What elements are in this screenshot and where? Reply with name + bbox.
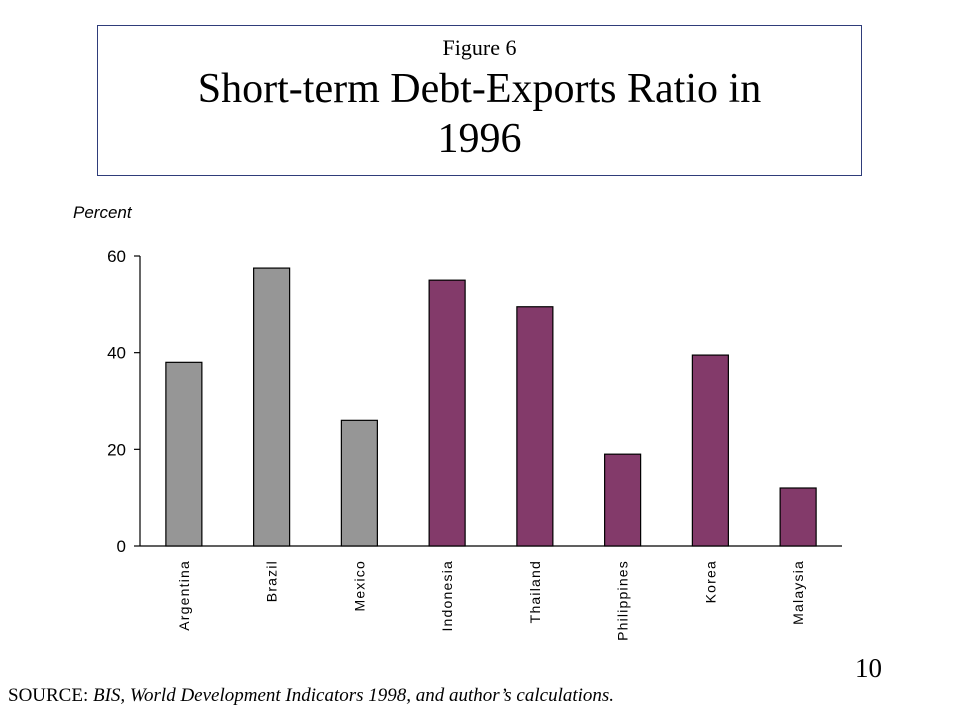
x-tick-label: Korea (702, 560, 718, 603)
y-tick-label: 60 (107, 247, 126, 266)
y-tick-label: 20 (107, 440, 126, 459)
chart-title-line-2: 1996 (437, 116, 522, 162)
x-tick-label: Brazil (264, 560, 280, 602)
x-tick-label: Philippines (615, 560, 631, 641)
x-tick-label: Argentina (176, 560, 192, 631)
chart-title-line-1: Short-term Debt-Exports Ratio in (197, 66, 762, 112)
x-tick-label: Thailand (527, 560, 543, 623)
source-prefix: SOURCE: (8, 685, 93, 706)
bar (779, 487, 817, 547)
bar (165, 361, 203, 547)
x-tick-label: Mexico (351, 560, 367, 612)
y-tick-label: 0 (117, 537, 126, 556)
x-tick-label: Indonesia (439, 560, 455, 632)
page-number: 10 (855, 653, 882, 683)
bar (691, 354, 729, 547)
title-box: Figure 6 Short-term Debt-Exports Ratio i… (97, 25, 862, 176)
y-tick-label: 40 (107, 344, 126, 363)
bar (340, 419, 378, 547)
source-text: BIS, World Development Indicators 1998, … (93, 685, 615, 706)
bar (253, 267, 291, 547)
bar (428, 279, 466, 547)
bar (516, 306, 554, 547)
chart-title: Short-term Debt-Exports Ratio in 1996 (98, 64, 861, 164)
x-tick-label: Malaysia (790, 560, 806, 625)
bar (604, 453, 642, 547)
figure-label: Figure 6 (442, 35, 517, 60)
source-note: SOURCE: BIS, World Development Indicator… (8, 685, 614, 707)
y-axis-label: Percent (73, 203, 132, 222)
